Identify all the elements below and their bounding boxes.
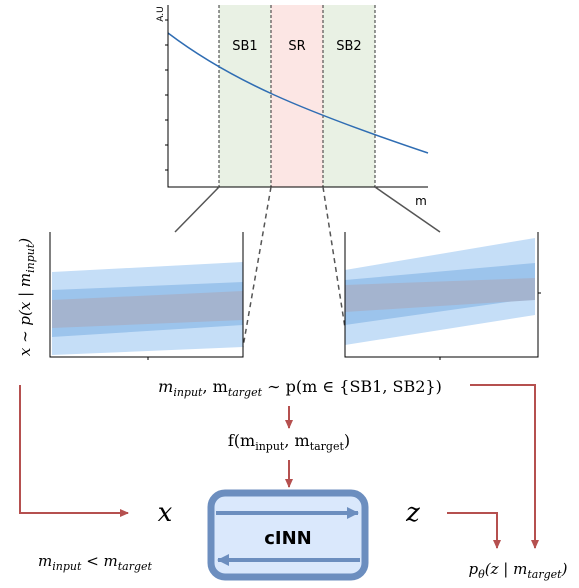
text-part: target: [118, 560, 153, 573]
conditioning-formula: f(minput, mtarget): [228, 431, 350, 453]
region-label: SR: [288, 39, 305, 54]
left-zoom: [49, 232, 244, 360]
text-part: p: [469, 560, 479, 578]
cinn-block: cINN: [207, 489, 369, 581]
sampling-formula: minput, mtarget ∼ p(m ∈ {SB1, SB2}): [158, 377, 442, 399]
text-part: m: [38, 552, 52, 570]
text-part: input: [255, 440, 285, 453]
text-part: f(m: [228, 431, 255, 450]
text-part: (z | m: [485, 560, 528, 578]
model-label: cINN: [264, 528, 312, 549]
y-label: A.U: [156, 6, 166, 21]
region-label: SB2: [336, 39, 361, 54]
text-part: target: [527, 568, 562, 581]
text-part: input: [173, 386, 203, 399]
text-part: input: [52, 560, 82, 573]
right-zoom: [344, 232, 541, 360]
data-distribution: x ∼ p(x | minput): [16, 238, 37, 356]
x-label: m: [415, 194, 427, 208]
text-part: ): [344, 431, 350, 450]
constraint: minput < mtarget: [38, 552, 153, 573]
text-part: ): [16, 238, 34, 245]
output-density: pθ(z | mtarget): [469, 560, 568, 581]
text-part: input: [24, 243, 37, 273]
text-part: , m: [284, 431, 309, 450]
text-part: θ: [478, 568, 485, 581]
text-part: , m: [202, 377, 227, 396]
input-node: x: [158, 498, 173, 528]
text-part: ): [561, 560, 568, 578]
flow-arrows: [19, 384, 539, 549]
region-label: SB1: [232, 39, 257, 54]
output-node: z: [405, 498, 420, 528]
text-part: target: [310, 440, 345, 453]
mass-plot: A.U m SB1 SR SB2: [156, 5, 429, 208]
text-part: ∼ p(m ∈ {SB1, SB2}): [262, 377, 442, 396]
zoom-connectors: [174, 186, 441, 348]
text-part: < m: [81, 552, 117, 570]
text-part: target: [228, 386, 263, 399]
text-part: x ∼ p(x | m: [16, 273, 34, 356]
text-part: m: [158, 377, 173, 396]
